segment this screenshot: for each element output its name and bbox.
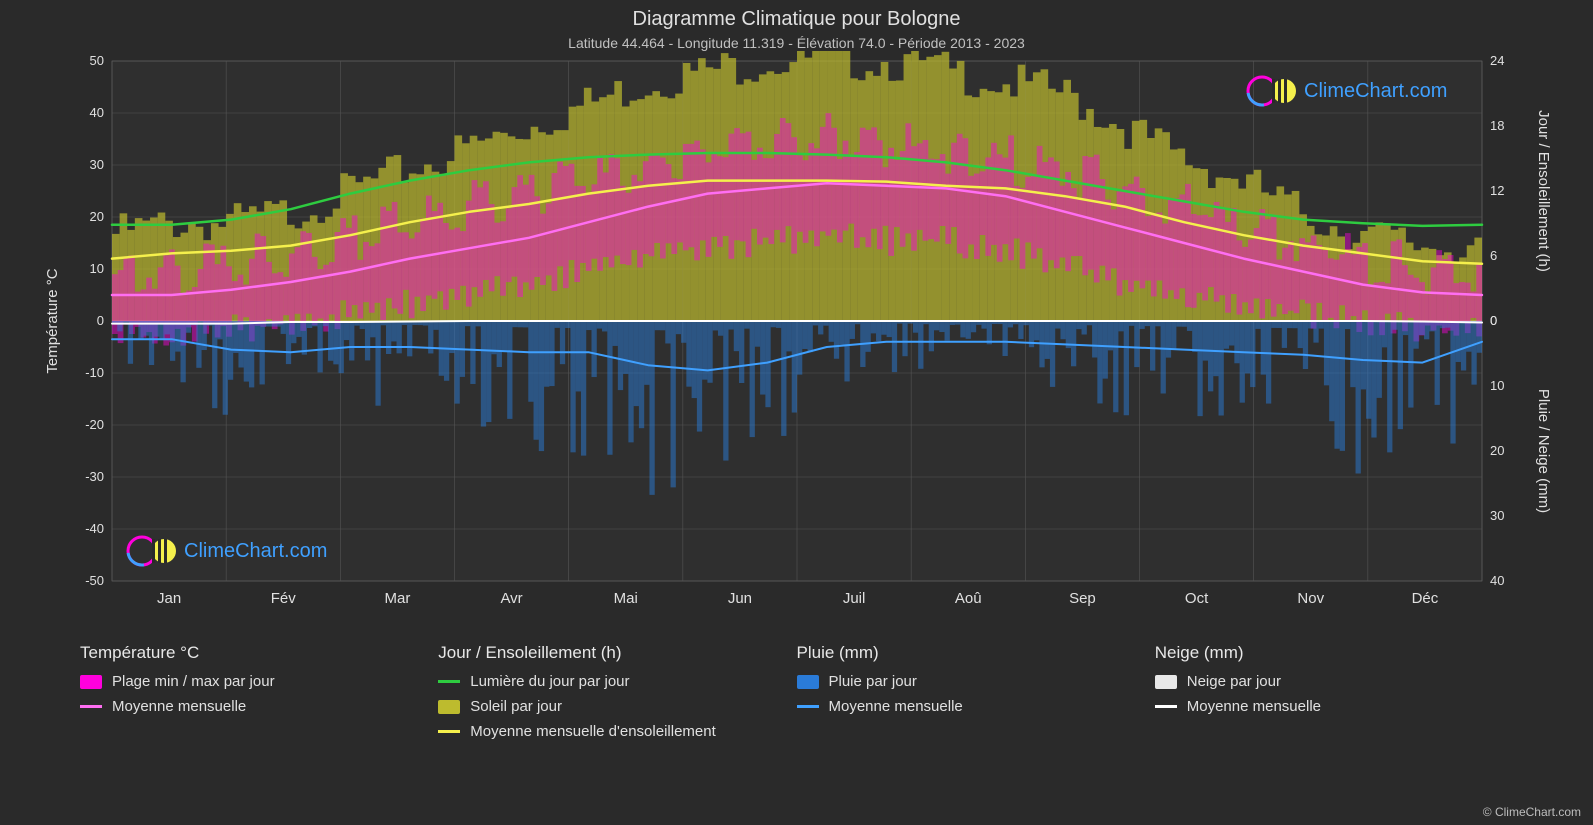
svg-text:10: 10 [89, 261, 103, 276]
svg-text:30: 30 [1490, 508, 1504, 523]
legend-label: Moyenne mensuelle [1187, 698, 1321, 715]
svg-text:Pluie / Neige (mm): Pluie / Neige (mm) [1535, 389, 1552, 513]
svg-text:Juil: Juil [842, 590, 865, 607]
chart-svg: 50403020100-10-20-30-40-5024181260010203… [37, 51, 1557, 631]
svg-text:ClimeChart.com: ClimeChart.com [184, 540, 327, 562]
svg-text:Nov: Nov [1297, 590, 1324, 607]
legend-line-icon [80, 705, 102, 708]
legend-label: Lumière du jour par jour [470, 673, 629, 690]
legend-label: Moyenne mensuelle [829, 698, 963, 715]
legend-swatch-icon [797, 675, 819, 689]
svg-text:Jour / Ensoleillement (h): Jour / Ensoleillement (h) [1535, 110, 1552, 272]
copyright: © ClimeChart.com [1483, 805, 1581, 819]
legend-rain: Pluie (mm) Pluie par jour Moyenne mensuel… [797, 643, 1155, 748]
svg-text:Déc: Déc [1411, 590, 1438, 607]
legend-header: Jour / Ensoleillement (h) [438, 643, 776, 663]
legend-snow: Neige (mm) Neige par jour Moyenne mensuel… [1155, 643, 1513, 748]
legend-line-icon [438, 680, 460, 683]
climate-chart: Diagramme Climatique pour Bologne Latitu… [0, 0, 1593, 825]
legend-item: Moyenne mensuelle [1155, 698, 1493, 715]
legend-label: Moyenne mensuelle [112, 698, 246, 715]
svg-text:18: 18 [1490, 118, 1504, 133]
legend-item: Moyenne mensuelle d'ensoleillement [438, 723, 776, 740]
chart-title: Diagramme Climatique pour Bologne [0, 0, 1593, 31]
legend-swatch-icon [80, 675, 102, 689]
svg-text:Avr: Avr [500, 590, 522, 607]
svg-text:Fév: Fév [270, 590, 296, 607]
legend-temperature: Température °C Plage min / max par jour M… [80, 643, 438, 748]
legend-daylight: Jour / Ensoleillement (h) Lumière du jou… [438, 643, 796, 748]
legend-label: Moyenne mensuelle d'ensoleillement [470, 723, 716, 740]
legend-item: Lumière du jour par jour [438, 673, 776, 690]
legend-label: Soleil par jour [470, 698, 562, 715]
legend-swatch-icon [1155, 675, 1177, 689]
svg-text:50: 50 [89, 53, 103, 68]
legend-label: Neige par jour [1187, 673, 1281, 690]
svg-text:-50: -50 [85, 573, 104, 588]
svg-text:10: 10 [1490, 378, 1504, 393]
svg-text:Mar: Mar [384, 590, 410, 607]
svg-text:Jun: Jun [727, 590, 751, 607]
svg-text:40: 40 [89, 105, 103, 120]
chart-subtitle: Latitude 44.464 - Longitude 11.319 - Élé… [0, 31, 1593, 51]
legend-item: Plage min / max par jour [80, 673, 418, 690]
legend-item: Soleil par jour [438, 698, 776, 715]
svg-text:Sep: Sep [1069, 590, 1096, 607]
legend-item: Pluie par jour [797, 673, 1135, 690]
legend-label: Plage min / max par jour [112, 673, 275, 690]
legend-item: Neige par jour [1155, 673, 1493, 690]
svg-text:40: 40 [1490, 573, 1504, 588]
legend-header: Température °C [80, 643, 418, 663]
svg-text:Jan: Jan [156, 590, 180, 607]
svg-text:Oct: Oct [1184, 590, 1208, 607]
svg-text:-30: -30 [85, 469, 104, 484]
svg-text:-40: -40 [85, 521, 104, 536]
svg-text:Mai: Mai [613, 590, 637, 607]
svg-text:20: 20 [89, 209, 103, 224]
svg-text:-10: -10 [85, 365, 104, 380]
legend-swatch-icon [438, 700, 460, 714]
legend-line-icon [797, 705, 819, 708]
svg-text:-20: -20 [85, 417, 104, 432]
svg-text:ClimeChart.com: ClimeChart.com [1304, 80, 1447, 102]
svg-text:12: 12 [1490, 183, 1504, 198]
legend-item: Moyenne mensuelle [80, 698, 418, 715]
svg-text:6: 6 [1490, 248, 1497, 263]
svg-text:24: 24 [1490, 53, 1504, 68]
svg-text:Aoû: Aoû [954, 590, 981, 607]
svg-text:0: 0 [1490, 313, 1497, 328]
legend-line-icon [438, 730, 460, 733]
legend-item: Moyenne mensuelle [797, 698, 1135, 715]
svg-text:20: 20 [1490, 443, 1504, 458]
legend-line-icon [1155, 705, 1177, 708]
legend: Température °C Plage min / max par jour M… [0, 631, 1593, 752]
legend-header: Neige (mm) [1155, 643, 1493, 663]
svg-text:0: 0 [96, 313, 103, 328]
svg-text:30: 30 [89, 157, 103, 172]
svg-text:Température °C: Température °C [44, 268, 61, 373]
legend-label: Pluie par jour [829, 673, 917, 690]
legend-header: Pluie (mm) [797, 643, 1135, 663]
